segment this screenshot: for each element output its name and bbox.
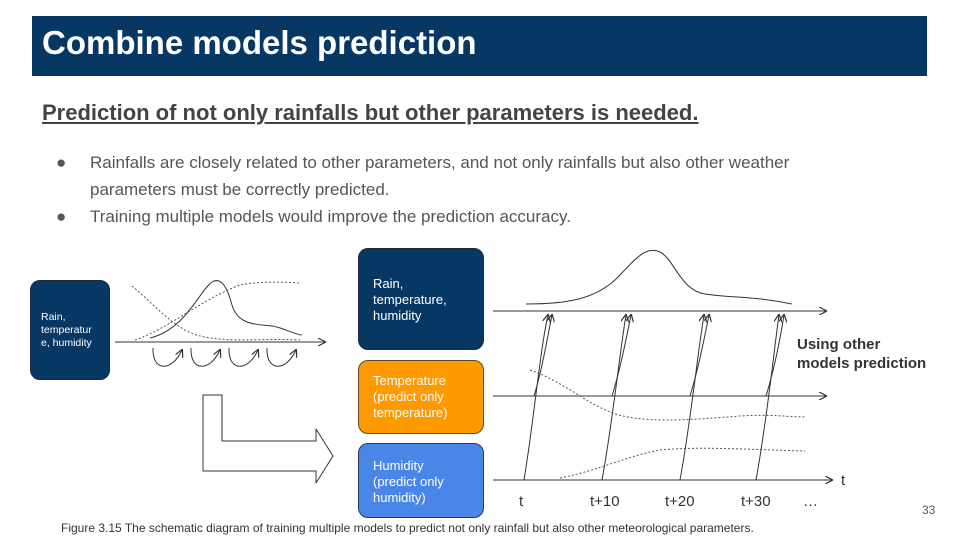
right-timeseries-diagram xyxy=(493,249,832,481)
humidity-prediction-curve xyxy=(559,447,806,479)
left-timeseries-diagram xyxy=(115,280,325,367)
left-dotted-curve-2 xyxy=(134,281,301,341)
time-axis-label: t xyxy=(841,472,846,489)
using-other-models-label: Using other models prediction xyxy=(797,335,926,373)
model-box-line: Temperature xyxy=(373,373,446,388)
time-tick-label: t+20 xyxy=(665,493,695,510)
time-tick-label: … xyxy=(803,493,818,510)
loop-arrow-icon xyxy=(152,348,296,367)
model-box-line: (predict only xyxy=(373,474,444,489)
bullet-item: ● Training multiple models would improve… xyxy=(56,203,876,230)
input-box-line: Rain, xyxy=(41,311,66,323)
side-label-line: Using other xyxy=(797,336,881,353)
bullet-text: Training multiple models would improve t… xyxy=(90,207,571,226)
model-box-line: Rain, xyxy=(373,276,404,291)
model-box-line: humidity) xyxy=(373,490,426,505)
time-tick-label: t+30 xyxy=(741,493,771,510)
left-dotted-curve-1 xyxy=(131,285,301,341)
rain-prediction-curve xyxy=(525,249,793,305)
model-box-line: humidity xyxy=(373,308,422,323)
model-box-temperature: Temperature (predict only temperature) xyxy=(358,360,484,434)
big-right-arrow-icon xyxy=(202,394,334,484)
left-rain-curve xyxy=(149,280,303,339)
model-box-line: (predict only xyxy=(373,389,444,404)
time-tick-label: t xyxy=(519,493,524,510)
figure-caption: Figure 3.15 The schematic diagram of tra… xyxy=(61,521,754,535)
model-box-humidity: Humidity (predict only humidity) xyxy=(358,443,484,518)
model-box-line: Humidity xyxy=(373,458,424,473)
model-box-rain: Rain, temperature, humidity xyxy=(358,248,484,350)
bullet-marker: ● xyxy=(56,207,67,226)
model-box-line: temperature) xyxy=(373,405,448,420)
time-tick-label: t+10 xyxy=(590,493,620,510)
input-box-line: temperatur xyxy=(41,324,92,336)
model-box-line: temperature, xyxy=(373,292,447,307)
slide-subtitle: Prediction of not only rainfalls but oth… xyxy=(42,100,699,125)
bullet-item: ● Rainfalls are closely related to other… xyxy=(56,149,876,203)
side-label-line: models prediction xyxy=(797,355,927,372)
input-box-line: e, humidity xyxy=(41,337,92,349)
bullet-marker: ● xyxy=(56,153,67,172)
input-data-box: Rain, temperatur e, humidity xyxy=(30,280,110,380)
bullet-list: ● Rainfalls are closely related to other… xyxy=(56,149,876,230)
slide-title: Combine models prediction xyxy=(42,24,477,61)
page-number: 33 xyxy=(922,503,936,517)
bullet-text: Rainfalls are closely related to other p… xyxy=(90,153,790,199)
prediction-arrows xyxy=(523,315,784,481)
temperature-prediction-curve xyxy=(529,369,806,421)
title-bar: Combine models prediction xyxy=(32,16,927,76)
